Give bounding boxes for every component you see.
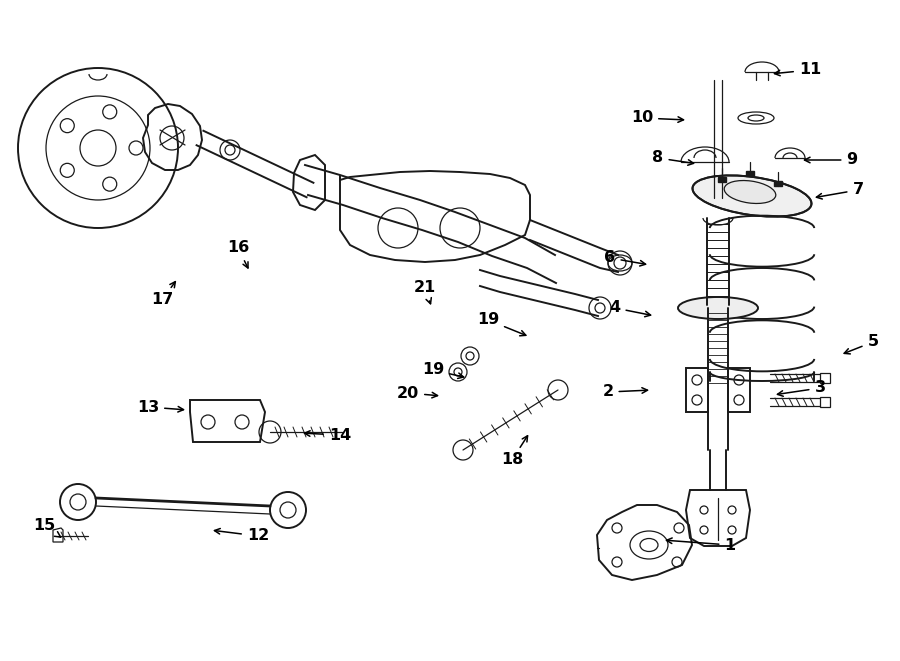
Text: 11: 11	[775, 63, 821, 77]
Text: 7: 7	[816, 182, 864, 199]
Text: 15: 15	[33, 518, 61, 537]
Text: 18: 18	[501, 436, 527, 467]
Text: 14: 14	[304, 428, 351, 442]
Text: 3: 3	[778, 381, 825, 396]
Text: 2: 2	[602, 385, 647, 399]
Text: 10: 10	[631, 110, 683, 126]
Text: 6: 6	[605, 251, 645, 266]
Text: 1: 1	[667, 537, 735, 553]
Text: 8: 8	[652, 151, 694, 165]
Text: 17: 17	[151, 282, 176, 307]
Text: 16: 16	[227, 241, 249, 268]
Ellipse shape	[678, 297, 758, 319]
Bar	[718, 177, 726, 182]
Text: 13: 13	[137, 399, 184, 414]
Text: 4: 4	[609, 301, 651, 317]
Text: 9: 9	[805, 153, 858, 167]
Ellipse shape	[692, 175, 812, 217]
Text: 19: 19	[422, 362, 464, 379]
Bar	[774, 181, 782, 186]
Text: 5: 5	[844, 334, 878, 354]
Ellipse shape	[724, 180, 776, 204]
Text: 12: 12	[214, 529, 269, 543]
Text: 19: 19	[477, 313, 526, 336]
Bar	[746, 171, 754, 176]
Text: 20: 20	[397, 385, 437, 401]
Text: 21: 21	[414, 280, 436, 304]
